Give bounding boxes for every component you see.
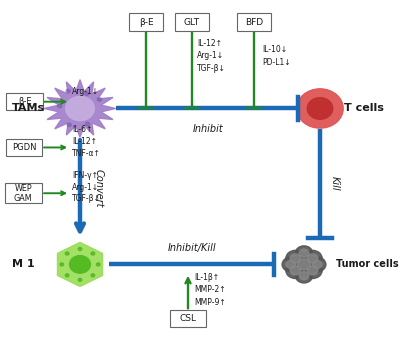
Circle shape <box>97 98 102 101</box>
Text: CSL: CSL <box>180 314 196 323</box>
Circle shape <box>292 254 316 275</box>
Circle shape <box>286 250 305 266</box>
Circle shape <box>307 266 318 275</box>
Circle shape <box>290 266 301 275</box>
Circle shape <box>303 250 322 266</box>
Text: β-E: β-E <box>139 18 153 26</box>
Circle shape <box>299 249 309 257</box>
Circle shape <box>295 268 313 283</box>
Text: β-E: β-E <box>18 97 32 106</box>
Circle shape <box>60 263 64 266</box>
Circle shape <box>303 262 322 279</box>
Text: Convert: Convert <box>94 169 104 207</box>
Text: IL-12↑
Arg-1↓
TGF-β↓: IL-12↑ Arg-1↓ TGF-β↓ <box>197 39 226 73</box>
FancyBboxPatch shape <box>237 13 271 31</box>
Circle shape <box>282 257 299 272</box>
Circle shape <box>78 247 82 251</box>
Text: IL-10↓
PD-L1↓: IL-10↓ PD-L1↓ <box>262 45 291 67</box>
FancyBboxPatch shape <box>175 13 209 31</box>
Circle shape <box>86 122 90 126</box>
FancyBboxPatch shape <box>170 310 206 327</box>
FancyBboxPatch shape <box>6 139 42 156</box>
Text: WEP
GAM: WEP GAM <box>14 183 32 203</box>
Circle shape <box>295 246 313 260</box>
Circle shape <box>58 104 62 108</box>
Circle shape <box>96 263 100 266</box>
Circle shape <box>299 272 309 280</box>
Text: IFN-γ↑
Arg-1↓
TGF-β↓: IFN-γ↑ Arg-1↓ TGF-β↓ <box>72 171 101 203</box>
FancyBboxPatch shape <box>5 183 42 203</box>
Circle shape <box>290 254 301 263</box>
Text: IL-6↑
IL-12↑
TNF-α↑: IL-6↑ IL-12↑ TNF-α↑ <box>72 125 101 158</box>
Polygon shape <box>44 80 116 137</box>
Circle shape <box>307 98 333 119</box>
Text: GLT: GLT <box>184 18 200 26</box>
Circle shape <box>312 260 322 268</box>
Circle shape <box>67 123 71 126</box>
Text: Arg-1↓: Arg-1↓ <box>72 87 99 96</box>
Circle shape <box>91 252 95 255</box>
Text: T cells: T cells <box>344 103 384 114</box>
Circle shape <box>65 252 69 255</box>
Polygon shape <box>58 242 102 286</box>
Text: Kill: Kill <box>330 176 340 191</box>
Circle shape <box>85 92 89 96</box>
Text: BFD: BFD <box>245 18 263 26</box>
Text: M 1: M 1 <box>12 259 35 270</box>
Circle shape <box>297 89 343 128</box>
Circle shape <box>91 274 95 277</box>
Circle shape <box>309 257 326 272</box>
Circle shape <box>66 89 70 93</box>
FancyBboxPatch shape <box>129 13 163 31</box>
Circle shape <box>78 278 82 281</box>
Text: Inhibit: Inhibit <box>193 124 223 134</box>
Text: Tumor cells: Tumor cells <box>336 259 399 270</box>
Circle shape <box>307 254 318 263</box>
Circle shape <box>66 96 94 121</box>
Text: IL-1β↑
MMP-2↑
MMP-9↑: IL-1β↑ MMP-2↑ MMP-9↑ <box>194 273 226 307</box>
Circle shape <box>70 256 90 273</box>
Circle shape <box>286 260 296 268</box>
Text: TAMs: TAMs <box>12 103 45 114</box>
Text: Inhibit/Kill: Inhibit/Kill <box>168 243 216 253</box>
FancyBboxPatch shape <box>6 93 43 110</box>
Circle shape <box>65 274 69 277</box>
Circle shape <box>286 262 305 279</box>
Text: PGDN: PGDN <box>12 143 36 152</box>
Circle shape <box>297 259 311 270</box>
